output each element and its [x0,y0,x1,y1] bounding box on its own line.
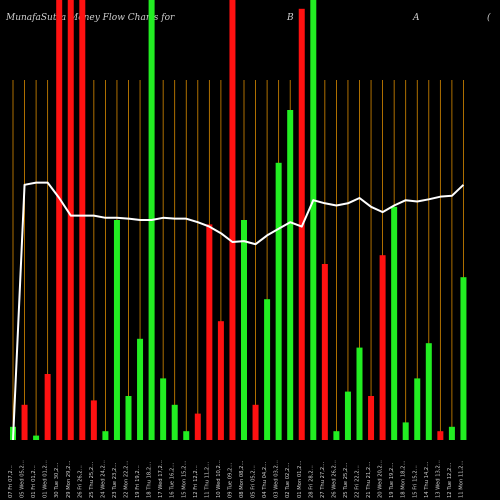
x-tick-label: 08 Mon 08,2… [239,460,245,498]
x-tick-label: 25 Tue 25,2… [343,463,349,499]
x-tick-label: 11 Thu 11,2… [204,462,210,498]
bar [137,338,144,440]
chart-title: MunafaSutra Money Flow Charts for [6,13,175,23]
bar [379,255,386,440]
bar [79,0,86,440]
x-tick-labels: 07 Fri 07,2… 05 Wed 05,2… 01 Fri 01,2… 01 W… [8,460,464,498]
bar [264,299,271,440]
x-tick-label: 01 Wed 01,2… [43,460,49,498]
bar-series [10,0,467,441]
trend-line [12,181,465,441]
bar [56,0,63,440]
x-tick-label: 26 Wed 26,2… [331,460,337,498]
x-tick-label: 12 Tue 12,2… [447,463,453,499]
x-tick-label: 18 Mon 18,2… [401,460,407,498]
chart-paren: ( [487,13,491,23]
x-tick-label: 17 Wed 17,2… [158,460,164,498]
x-tick-label: 19 Fri 19,2… [135,465,141,498]
x-tick-label: 15 Fri 15,2… [412,465,418,498]
bar [460,277,467,440]
bar [229,0,236,440]
bar [321,264,328,440]
bar [344,391,351,440]
chart-symbol: B [287,13,294,23]
bar [287,110,294,440]
bar [252,404,259,440]
bar [44,374,51,440]
x-tick-label: 16 Tue 16,2… [170,463,176,499]
bar [125,396,132,440]
x-tick-label: 03 Wed 03,2… [274,460,280,498]
bar [368,396,375,440]
x-tick-label: 09 Tue 09,2… [227,463,233,499]
bar [356,347,363,440]
bar [206,224,213,440]
bar [275,162,282,441]
x-tick-label: 01 Mon 01,2… [297,460,303,498]
x-tick-label: 15 Mon 15,2… [181,460,187,498]
x-tick-label: 10 Wed 10,2… [216,460,222,498]
trend-line-path [12,181,465,441]
x-tick-label: 21 Thu 21,2… [366,462,372,498]
x-tick-label: 05 Fri 05,2… [251,465,257,498]
bar [194,413,201,440]
x-tick-label: 28 Fri 28,2… [308,465,314,498]
x-tick-label: 25 Thu 25,2… [89,462,95,498]
bar [425,343,432,440]
bar [33,435,40,440]
x-tick-label: 01 Fri 01,2… [31,465,37,498]
x-tick-label: 13 Wed 13,2… [435,460,441,498]
bar [217,321,224,440]
x-tick-label: 24 Wed 24,2… [100,460,106,498]
x-tick-label: 22 Mon 22,2… [124,460,130,498]
x-tick-label: 19 Tue 19,2… [389,463,395,499]
x-tick-label: 04 Thu 04,2… [262,462,268,498]
bar [402,422,409,440]
bar [183,431,190,440]
bar [67,0,74,440]
bar [310,0,317,440]
bar [391,206,398,440]
x-tick-label: 20 Wed 20,2… [378,460,384,498]
bar [448,426,455,440]
x-tick-label: 11 Mon 11,2… [458,460,464,498]
bar [102,431,109,440]
x-tick-label: 30 Tue 30,2… [54,463,60,499]
x-tick-label: 26 Fri 26,2… [77,465,83,498]
x-tick-label: 22 Fri 22,2… [355,465,361,498]
bar [171,404,178,440]
bar [90,400,97,440]
x-tick-label: 05 Wed 05,2… [20,460,26,498]
x-tick-label: 27 Thu 27,2… [320,462,326,498]
bar [437,431,444,440]
bar [113,220,120,440]
x-tick-label: 14 Thu 14,2… [424,462,430,498]
x-tick-label: 23 Tue 23,2… [112,463,118,499]
x-tick-label: 02 Tue 02,2… [285,463,291,499]
chart-extra-label: A [413,13,420,23]
x-tick-label: 07 Fri 07,2… [8,465,14,498]
bar [241,220,247,440]
bar [333,431,340,440]
x-tick-label: 12 Fri 12,2… [193,465,199,498]
bar [160,378,167,440]
x-tick-label: 18 Thu 18,2… [147,462,153,498]
x-tick-label: 29 Mon 29,2… [66,460,72,498]
bar [414,378,421,440]
bar [21,404,28,440]
